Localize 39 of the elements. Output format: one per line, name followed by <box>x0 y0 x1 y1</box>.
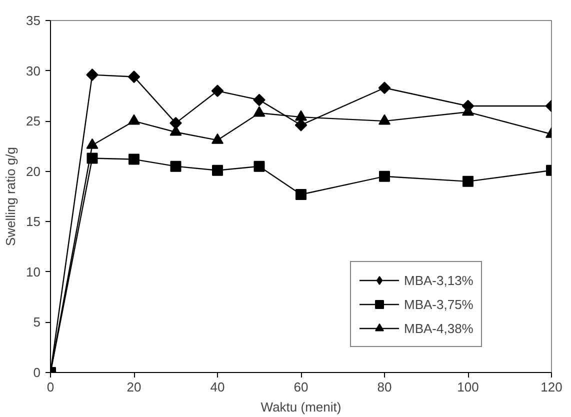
point <box>253 106 266 117</box>
point <box>254 160 265 172</box>
x-tick-label: 40 <box>210 380 225 394</box>
x-tick-label: 60 <box>294 380 308 394</box>
point <box>212 164 223 176</box>
y-tick-label: 20 <box>26 164 41 179</box>
point <box>128 70 140 83</box>
y-tick-label: 0 <box>33 365 41 380</box>
legend-label: MBA-4,38% <box>404 320 474 336</box>
point <box>295 110 307 121</box>
point <box>378 114 390 125</box>
point <box>212 133 224 144</box>
x-tick-label: 20 <box>126 380 142 394</box>
point <box>128 154 140 165</box>
x-tick-label: 120 <box>540 380 562 394</box>
point <box>462 176 474 187</box>
point <box>86 68 98 81</box>
y-tick-label: 25 <box>26 114 41 129</box>
point <box>170 116 182 130</box>
y-tick-label: 10 <box>26 264 41 280</box>
point <box>379 170 390 182</box>
y-tick-label: 15 <box>26 214 41 230</box>
point <box>253 94 266 106</box>
x-tick-label: 80 <box>377 380 392 394</box>
point <box>378 82 391 94</box>
point <box>296 188 306 200</box>
y-tick-label: 35 <box>26 13 41 28</box>
x-axis-title: Waktu (menit) <box>260 400 342 414</box>
legend-label: MBA-3,13% <box>404 272 474 288</box>
point <box>170 160 182 172</box>
y-tick-label: 30 <box>26 63 41 78</box>
y-axis-title: Swelling ratio g/g <box>3 147 18 246</box>
y-tick-label: 5 <box>33 314 41 330</box>
x-tick-label: 100 <box>457 380 479 394</box>
point <box>211 84 224 98</box>
x-tick-label: 0 <box>46 380 54 394</box>
point <box>128 114 140 125</box>
point <box>86 138 98 149</box>
legend-label: MBA-3,75% <box>404 296 474 312</box>
